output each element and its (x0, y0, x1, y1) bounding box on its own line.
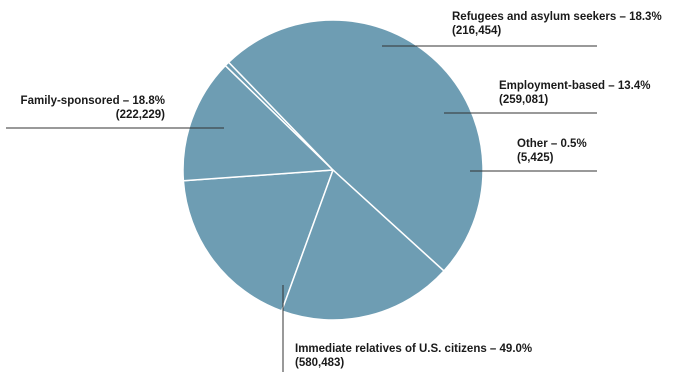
pie-slice-family-sponsored (280, 169, 445, 321)
slice-value-refugees-and-asylum-seekers: (216,454) (452, 25, 501, 37)
pie-slices (182, 19, 484, 321)
pie-slice-refugees-and-asylum-seekers (182, 169, 334, 312)
leader-lines (6, 45, 597, 372)
slice-label-family-sponsored: Family-sponsored – 18.8% (21, 95, 165, 107)
pie-slice-immediate-relatives-of-u-s-citizens (227, 19, 484, 272)
slice-label-employment-based: Employment-based – 13.4% (499, 80, 650, 92)
slice-value-immediate-relatives-of-u-s-citizens: (580,483) (295, 357, 344, 369)
pie-slice-employment-based (182, 64, 334, 182)
slice-value-employment-based: (259,081) (499, 94, 548, 106)
slice-label-immediate-relatives-of-u-s-citizens: Immediate relatives of U.S. citizens – 4… (295, 343, 532, 355)
slice-labels: Refugees and asylum seekers – 18.3% (216,… (21, 11, 662, 369)
slice-label-other: Other – 0.5% (517, 138, 587, 150)
slice-value-other: (5,425) (517, 152, 554, 164)
slice-value-family-sponsored: (222,229) (116, 109, 165, 121)
slice-label-refugees-and-asylum-seekers: Refugees and asylum seekers – 18.3% (452, 11, 662, 23)
